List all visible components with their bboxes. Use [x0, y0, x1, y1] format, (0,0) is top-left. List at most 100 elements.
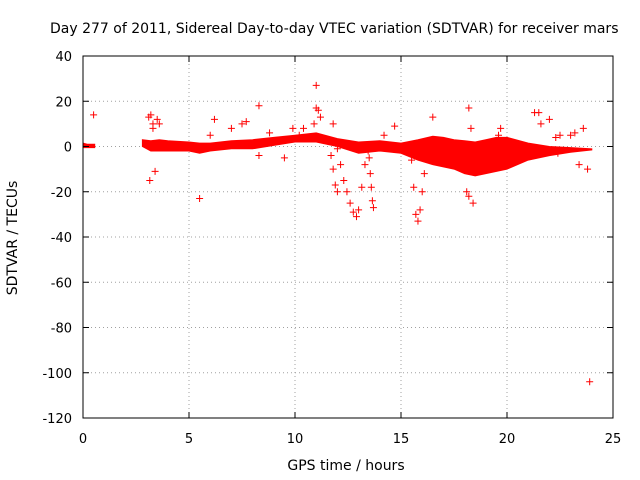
data-point	[366, 170, 374, 178]
data-point	[266, 129, 274, 137]
data-point	[545, 115, 553, 123]
data-point	[227, 124, 235, 132]
data-band-segment	[141, 132, 593, 177]
data-point	[340, 176, 348, 184]
y-tick-label: 20	[55, 95, 72, 110]
data-point	[556, 131, 564, 139]
data-point	[155, 120, 163, 128]
data-point	[312, 104, 320, 112]
data-point	[584, 165, 592, 173]
data-point	[153, 115, 161, 123]
data-point	[346, 199, 354, 207]
y-tick-label: -100	[42, 367, 72, 382]
data-point	[369, 204, 377, 212]
data-point	[469, 199, 477, 207]
data-point	[571, 129, 579, 137]
data-point	[416, 206, 424, 214]
data-point	[255, 102, 263, 110]
data-point	[552, 133, 560, 141]
data-point	[410, 183, 418, 191]
data-point	[424, 154, 431, 162]
data-point	[355, 206, 363, 214]
data-point	[361, 161, 369, 169]
data-point	[535, 109, 543, 117]
data-point	[331, 181, 339, 189]
data-point	[465, 192, 473, 200]
data-point	[365, 154, 373, 162]
x-tick-label: 5	[185, 432, 193, 447]
data-point	[358, 183, 366, 191]
data-point	[238, 120, 246, 128]
data-point	[149, 124, 157, 132]
data-point	[327, 152, 335, 160]
x-tick-label: 10	[287, 432, 304, 447]
data-point	[90, 111, 98, 119]
y-axis-label: SDTVAR / TECUs	[5, 181, 21, 296]
data-point	[418, 188, 426, 196]
chart-title: Day 277 of 2011, Sidereal Day-to-day VTE…	[50, 21, 618, 37]
data-point	[391, 122, 399, 130]
data-point	[280, 154, 288, 162]
data-point	[497, 124, 505, 132]
y-tick-label: -40	[51, 231, 72, 246]
data-point	[537, 120, 545, 128]
data-point	[467, 124, 475, 132]
data-point	[329, 120, 337, 128]
data-point	[312, 81, 320, 89]
data-points	[90, 81, 594, 386]
x-axis-label: GPS time / hours	[287, 458, 404, 474]
data-point	[210, 115, 218, 123]
data-point	[429, 113, 437, 121]
data-point	[579, 124, 587, 132]
data-point	[337, 161, 345, 169]
data-point	[567, 131, 575, 139]
data-point	[289, 124, 297, 132]
y-tick-label: -20	[51, 186, 72, 201]
data-point	[333, 138, 341, 146]
data-point	[368, 197, 376, 205]
x-tick-label: 25	[605, 432, 622, 447]
y-tick-label: -60	[51, 276, 72, 291]
data-point	[380, 131, 388, 139]
data-point	[242, 118, 250, 126]
data-point	[316, 113, 324, 121]
grid-lines	[83, 56, 613, 418]
x-tick-label: 0	[79, 432, 87, 447]
data-point	[364, 147, 372, 155]
data-point	[333, 188, 341, 196]
data-point	[299, 124, 307, 132]
data-point	[146, 176, 154, 184]
data-point	[495, 131, 503, 139]
data-point	[554, 149, 562, 157]
data-point	[575, 161, 583, 169]
data-point	[310, 120, 318, 128]
data-point	[333, 145, 341, 153]
x-tick-label: 20	[499, 432, 516, 447]
data-point	[586, 378, 594, 386]
x-tick-label: 15	[393, 432, 410, 447]
y-tick-label: 40	[55, 50, 72, 65]
data-point	[463, 188, 471, 196]
axis-ticks: -120 -100 -80 -60 -40 -20 0 20 40 0 5 10 15 20 25	[42, 50, 621, 447]
data-point	[414, 217, 422, 225]
data-point	[349, 208, 357, 216]
data-point	[295, 131, 303, 139]
data-point	[367, 183, 375, 191]
data-point	[524, 149, 532, 157]
data-point	[465, 104, 473, 112]
data-point	[420, 170, 428, 178]
data-point	[352, 213, 360, 221]
data-point	[329, 165, 337, 173]
y-tick-label: -80	[51, 322, 72, 337]
data-point	[147, 111, 155, 119]
data-point	[196, 195, 204, 203]
data-point	[412, 210, 420, 218]
data-point	[255, 152, 263, 160]
data-point	[343, 188, 351, 196]
y-tick-label: -120	[42, 412, 72, 427]
data-point	[151, 167, 159, 175]
data-point	[408, 156, 416, 164]
y-tick-label: 0	[64, 141, 72, 156]
data-point	[206, 131, 214, 139]
